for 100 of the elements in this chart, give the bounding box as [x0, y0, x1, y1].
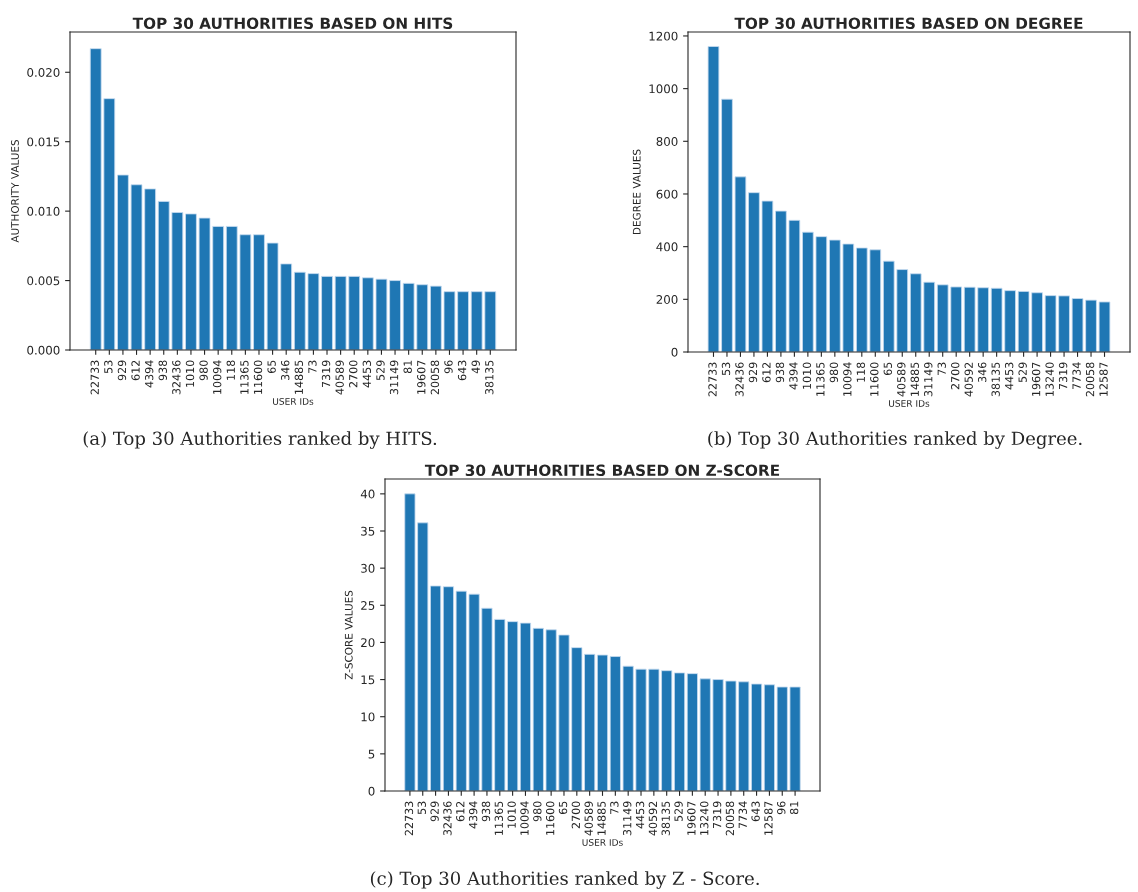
x-tick-label: 14885	[910, 362, 919, 396]
x-tick-label: 11365	[240, 360, 249, 394]
x-tick-label: 4394	[144, 360, 154, 388]
x-tick-label: 73	[610, 801, 619, 814]
x-tick-label: 7319	[1058, 362, 1068, 390]
x-tick-label: 938	[775, 362, 785, 383]
x-tick-label: 7734	[738, 801, 747, 829]
y-tick-label: 0	[671, 347, 678, 357]
x-tick-label: 1010	[507, 801, 516, 828]
y-tick-label: 25	[361, 601, 375, 610]
x-tick-label: 49	[471, 360, 480, 374]
x-tick-label: 65	[267, 360, 276, 374]
y-tick-label: 0.000	[27, 345, 60, 355]
x-tick-label: 529	[674, 801, 683, 822]
x-tick-label: 4453	[362, 360, 372, 388]
x-tick-label: 53	[721, 362, 731, 375]
x-tick-label: 96	[777, 801, 786, 815]
x-tick-label: 38135	[661, 801, 670, 836]
x-tick-label: 2700	[349, 360, 358, 388]
x-tick-label: 81	[789, 801, 799, 815]
x-tick-label: 20058	[725, 801, 735, 836]
x-tick-label: 32436	[443, 801, 452, 836]
x-tick-label: 13240	[700, 801, 709, 835]
x-axis-title: USER IDs	[273, 398, 314, 405]
x-tick-label: 12587	[764, 801, 773, 835]
x-tick-label: 11365	[494, 801, 504, 835]
x-tick-label: 10094	[212, 360, 222, 394]
x-tick-label: 11600	[870, 362, 879, 396]
x-tick-label: 31149	[924, 362, 933, 397]
x-tick-label: 529	[1018, 362, 1027, 383]
x-tick-label: 40589	[584, 801, 593, 836]
y-tick-label: 800	[656, 137, 678, 146]
x-tick-label: 2700	[951, 362, 960, 390]
x-tick-label: 40589	[335, 360, 344, 395]
x-tick-label: 612	[131, 360, 140, 381]
x-tick-label: 32436	[172, 360, 181, 395]
x-tick-label: 118	[226, 360, 235, 380]
x-tick-label: 346	[977, 362, 987, 383]
x-axis-title: USER IDs	[889, 400, 930, 407]
x-tick-label: 14885	[597, 801, 606, 835]
x-tick-label: 81	[403, 360, 412, 374]
x-tick-label: 7734	[1072, 362, 1081, 390]
y-tick-label: 1200	[649, 31, 678, 41]
x-tick-label: 22733	[404, 801, 414, 836]
y-axis-title: AUTHORITY VALUES	[11, 139, 19, 243]
x-tick-label: 73	[937, 362, 946, 375]
x-tick-label: 10094	[520, 801, 529, 835]
x-tick-label: 65	[558, 801, 568, 815]
x-tick-label: 31149	[623, 801, 632, 836]
y-tick-label: 0.015	[27, 137, 60, 147]
y-tick-label: 600	[656, 189, 678, 199]
y-tick-label: 0.005	[27, 276, 60, 286]
x-tick-label: 19607	[417, 360, 426, 394]
x-tick-label: 14885	[294, 360, 304, 394]
x-tick-label: 4453	[1004, 362, 1014, 390]
text: (a) Top 30 Authorities ranked by HITS.	[83, 431, 437, 449]
x-tick-label: 53	[417, 801, 426, 814]
x-tick-label: 929	[117, 360, 127, 381]
x-axis-title: USER IDs	[582, 839, 623, 846]
x-tick-label: 40592	[964, 362, 973, 397]
bar	[673, 672, 686, 791]
x-tick-label: 612	[762, 362, 771, 383]
x-tick-label: 4453	[635, 801, 645, 829]
y-tick-label: 400	[656, 242, 678, 252]
x-tick-label: 13240	[1045, 362, 1054, 396]
y-tick-label: 30	[361, 563, 375, 573]
x-tick-label: 7319	[321, 360, 331, 388]
x-tick-label: 40589	[897, 362, 906, 397]
bar	[519, 622, 532, 791]
x-tick-label: 612	[456, 801, 465, 822]
x-tick-label: 11600	[545, 801, 555, 835]
x-tick-label: 929	[430, 801, 439, 822]
x-tick-label: 22733	[708, 362, 717, 397]
x-tick-label: 4394	[789, 362, 798, 390]
x-tick-label: 529	[376, 360, 385, 381]
x-tick-label: 53	[104, 360, 113, 373]
x-tick-label: 10094	[843, 362, 852, 396]
x-tick-label: 32436	[735, 362, 744, 397]
x-tick-label: 980	[829, 362, 839, 383]
x-tick-label: 929	[748, 362, 758, 383]
x-tick-label: 73	[308, 360, 317, 373]
text: (c) Top 30 Authorities ranked by Z - Score.	[370, 871, 759, 889]
y-axis-title: Z-SCORE VALUES	[344, 590, 353, 680]
y-axis-title: DEGREE VALUES	[632, 149, 641, 235]
bar	[596, 654, 609, 791]
x-tick-label: 38135	[991, 362, 1000, 397]
x-tick-label: 7319	[712, 801, 722, 829]
y-tick-label: 40	[360, 489, 375, 499]
x-tick-label: 2700	[571, 801, 581, 829]
y-tick-label: 0.020	[27, 67, 60, 77]
x-tick-label: 22733	[90, 360, 99, 395]
y-tick-label: 0	[368, 786, 375, 796]
x-tick-label: 938	[481, 801, 491, 822]
x-tick-label: 11600	[253, 360, 263, 394]
x-tick-label: 118	[856, 362, 866, 382]
x-tick-label: 20058	[430, 360, 440, 395]
y-tick-label: 35	[361, 526, 375, 536]
x-tick-label: 38135	[485, 360, 494, 395]
x-tick-label: 1010	[802, 362, 812, 389]
x-tick-label: 938	[158, 360, 167, 381]
